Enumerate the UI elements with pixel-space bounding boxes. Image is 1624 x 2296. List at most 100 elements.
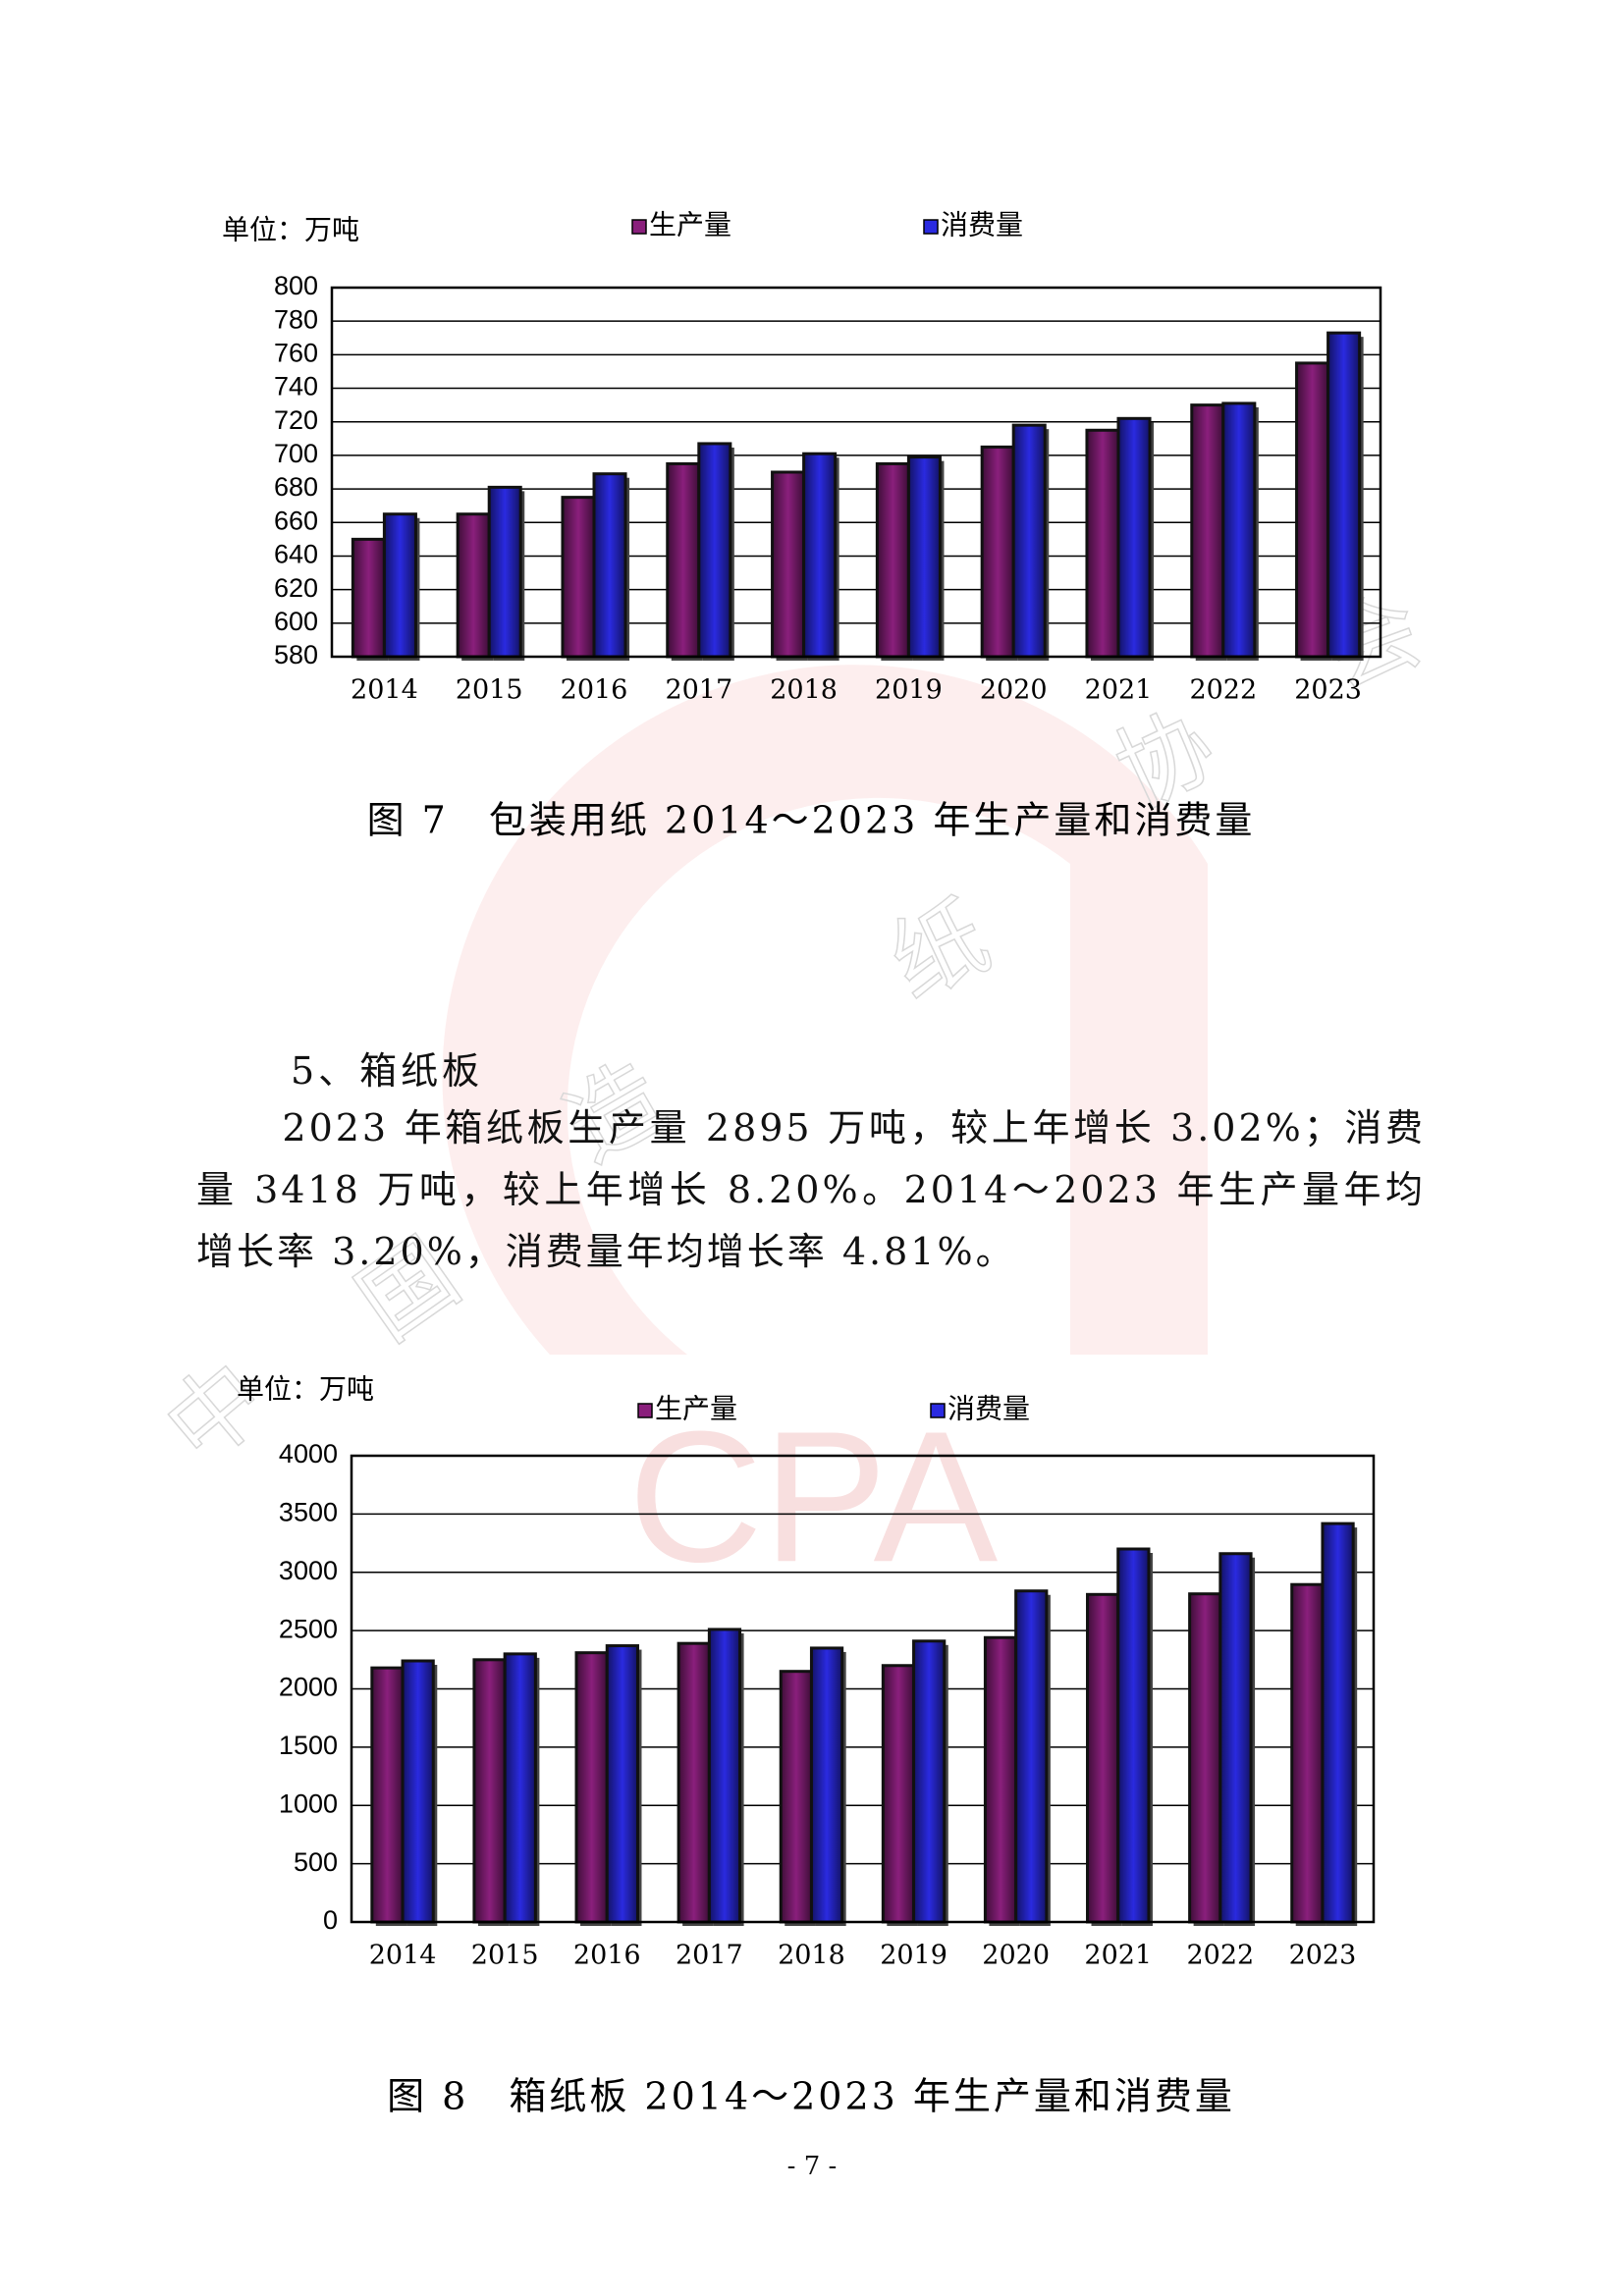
bar-shading <box>1011 423 1047 659</box>
bar-shading <box>802 452 838 659</box>
x-tick-label: 2018 <box>778 1941 845 1971</box>
x-tick-label: 2017 <box>676 1941 743 1971</box>
bar-shading <box>1086 1592 1120 1924</box>
bar-shading <box>983 1635 1018 1924</box>
x-tick-label: 2014 <box>351 675 418 706</box>
y-tick-label: 580 <box>274 640 318 669</box>
x-tick-label: 2017 <box>665 675 732 706</box>
bar-shading <box>592 472 627 659</box>
watermark-char: 纸 <box>875 882 1005 1020</box>
legend-label: 消费量 <box>947 1393 1030 1425</box>
bar-shading <box>881 1664 916 1924</box>
bar-shading <box>779 1670 813 1924</box>
y-tick-label: 720 <box>274 405 318 435</box>
y-tick-label: 600 <box>274 607 318 636</box>
y-tick-label: 760 <box>274 338 318 367</box>
x-tick-label: 2016 <box>561 675 628 706</box>
legend-swatch <box>631 219 647 235</box>
section-heading: 5、箱纸板 <box>291 1049 484 1093</box>
figure-caption: 图 8 箱纸板 2014～2023 年生产量和消费量 <box>387 2075 1235 2118</box>
bar-shading <box>605 1644 639 1924</box>
bar-shading <box>1188 1592 1222 1924</box>
bar-shading <box>1326 331 1362 659</box>
bar-shading <box>1014 1589 1049 1924</box>
x-tick-label: 2020 <box>982 1941 1050 1971</box>
y-tick-label: 500 <box>294 1847 338 1877</box>
bar-shading <box>1321 1522 1355 1924</box>
legend-label: 消费量 <box>941 209 1023 241</box>
legend-label: 生产量 <box>655 1393 737 1425</box>
page-number: - 7 - <box>786 2152 838 2181</box>
bar-shading <box>472 1658 507 1924</box>
plot-border <box>330 286 1382 659</box>
bar-shading <box>487 485 522 659</box>
bar-shading <box>1085 428 1120 659</box>
y-tick-label: 780 <box>274 304 318 334</box>
paragraph: 2023 年箱纸板生产量 2895 万吨，较上年增长 3.02%；消费量 341… <box>196 1106 1426 1273</box>
legend-swatch <box>923 219 939 235</box>
watermark-char: 中 <box>146 1342 287 1484</box>
y-tick-label: 2000 <box>279 1673 338 1702</box>
x-tick-label: 2023 <box>1294 675 1362 706</box>
x-tick-label: 2015 <box>471 1941 539 1971</box>
y-tick-label: 660 <box>274 506 318 535</box>
figure-caption: 图 7 包装用纸 2014～2023 年生产量和消费量 <box>367 799 1256 842</box>
x-tick-label: 2022 <box>1186 1941 1254 1971</box>
x-tick-label: 2020 <box>980 675 1048 706</box>
bar-shading <box>912 1639 947 1924</box>
x-tick-label: 2023 <box>1289 1941 1357 1971</box>
y-tick-label: 640 <box>274 540 318 569</box>
bar-shading <box>401 1659 435 1924</box>
legend-label: 生产量 <box>649 209 731 241</box>
x-tick-label: 2019 <box>875 675 943 706</box>
bar-shading <box>809 1646 844 1924</box>
x-tick-label: 2021 <box>1084 1941 1152 1971</box>
y-tick-label: 2500 <box>279 1614 338 1643</box>
bar-shading <box>906 455 942 659</box>
bar-shading <box>456 512 491 659</box>
y-tick-label: 3500 <box>279 1498 338 1527</box>
y-tick-label: 700 <box>274 439 318 468</box>
bar-shading <box>875 461 910 659</box>
bar-shading <box>574 1651 609 1924</box>
y-tick-label: 0 <box>323 1905 338 1935</box>
legend-swatch <box>637 1403 653 1418</box>
y-tick-label: 740 <box>274 372 318 401</box>
bar-shading <box>697 442 732 659</box>
x-tick-label: 2021 <box>1085 675 1153 706</box>
watermark-logo <box>442 665 1208 1355</box>
bar-shading <box>1290 1582 1325 1924</box>
bar-shading <box>1190 403 1225 659</box>
bar-shading <box>382 512 417 659</box>
x-tick-label: 2022 <box>1189 675 1257 706</box>
bar-shading <box>1218 1552 1253 1924</box>
bar-shading <box>666 461 701 659</box>
y-tick-label: 680 <box>274 472 318 502</box>
bar-shading <box>980 445 1015 659</box>
y-tick-label: 1500 <box>279 1731 338 1760</box>
bar-shading <box>1116 416 1152 659</box>
legend-swatch <box>930 1403 946 1418</box>
bar-shading <box>1221 401 1257 659</box>
y-tick-label: 620 <box>274 573 318 603</box>
watermark-logo-text: CPA <box>628 1393 999 1601</box>
x-tick-label: 2015 <box>456 675 523 706</box>
bar-shading <box>1295 361 1330 659</box>
bar-shading <box>503 1652 537 1924</box>
plot-border <box>350 1454 1376 1924</box>
y-tick-label: 1000 <box>279 1789 338 1818</box>
x-tick-label: 2018 <box>770 675 838 706</box>
y-tick-label: 4000 <box>279 1439 338 1468</box>
bar-shading <box>771 470 806 659</box>
bar-shading <box>677 1641 711 1924</box>
x-tick-label: 2019 <box>880 1941 947 1971</box>
y-axis-unit: 单位：万吨 <box>222 214 359 246</box>
y-axis-unit: 单位：万吨 <box>237 1373 374 1406</box>
bar-shading <box>707 1628 742 1924</box>
x-tick-label: 2016 <box>573 1941 641 1971</box>
bar-shading <box>561 496 596 659</box>
y-tick-label: 3000 <box>279 1556 338 1585</box>
bar-shading <box>351 537 386 659</box>
